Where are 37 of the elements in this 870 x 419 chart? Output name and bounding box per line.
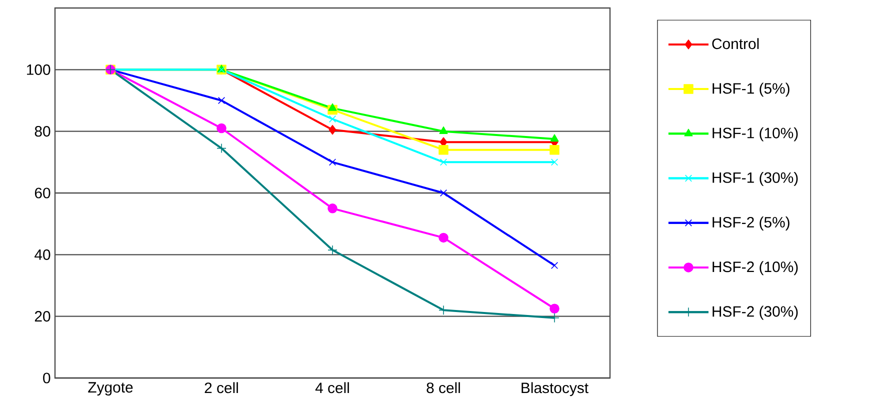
- legend-label: HSF-2 (5%): [712, 216, 790, 230]
- x-tick-label: Blastocyst: [522, 382, 588, 396]
- point: [550, 144, 560, 155]
- point: [216, 123, 226, 134]
- point: [216, 143, 226, 154]
- x-tick-label: 4 cell: [315, 382, 349, 394]
- x-tick-label: 2 cell: [204, 382, 238, 394]
- y-tick-label: 60: [34, 188, 50, 198]
- point: [440, 189, 448, 197]
- legend-label: HSF-2 (10%): [712, 261, 798, 276]
- y-tick-label: 40: [34, 249, 50, 260]
- point: [439, 126, 448, 134]
- point: [550, 158, 558, 166]
- legend-label: HSF-2 (30%): [712, 306, 798, 320]
- point: [328, 245, 338, 255]
- point: [328, 124, 336, 135]
- point: [328, 204, 338, 214]
- point: [440, 158, 448, 166]
- point: [328, 115, 336, 123]
- point: [328, 158, 336, 166]
- legend-label: HSF-1 (10%): [712, 127, 798, 142]
- y-tick-label: 20: [34, 311, 50, 322]
- y-tick-label: 0: [43, 372, 50, 384]
- y-tick-label: 80: [34, 126, 50, 137]
- legend-label: Control: [712, 38, 759, 50]
- x-tick-label: Zygote: [88, 382, 133, 396]
- point: [550, 304, 560, 314]
- point: [328, 103, 337, 111]
- point: [550, 134, 559, 142]
- point: [550, 262, 558, 270]
- y-tick-label: 100: [27, 64, 50, 75]
- legend-label: HSF-1 (30%): [712, 172, 798, 186]
- point: [438, 232, 448, 243]
- point: [218, 96, 226, 104]
- legend-label: HSF-1 (5%): [712, 82, 790, 97]
- point: [438, 144, 448, 155]
- x-tick-label: 8 cell: [426, 382, 460, 394]
